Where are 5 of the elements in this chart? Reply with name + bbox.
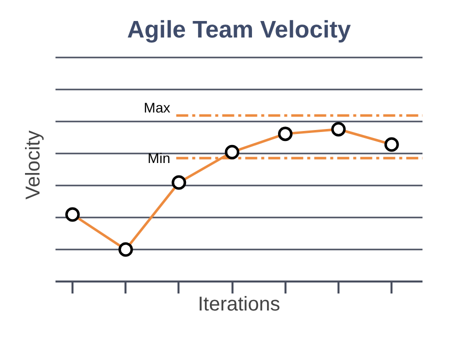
x-axis-title: Iterations: [198, 294, 280, 316]
ref-line-label: Min: [148, 150, 170, 166]
y-axis-title: Velocity: [22, 130, 44, 200]
ref-line-label: Max: [144, 100, 170, 116]
chart-title: Agile Team Velocity: [127, 16, 352, 44]
